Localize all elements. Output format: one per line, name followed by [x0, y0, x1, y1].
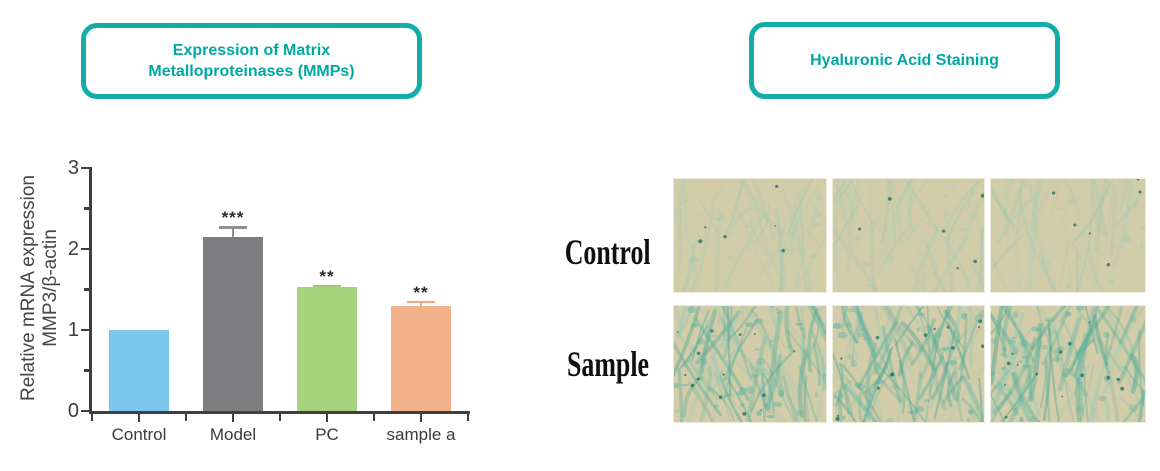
x-minor-tick: [278, 413, 282, 421]
error-bar-cap: [313, 284, 341, 288]
x-major-tick: [325, 413, 329, 422]
y-major-tick: [81, 166, 89, 170]
significance-stars: **: [319, 266, 335, 286]
y-tick-label: 2: [67, 238, 79, 260]
y-axis-label-line1: Relative mRNA expression: [18, 175, 39, 401]
x-category-label: Control: [111, 425, 167, 444]
staining-title: Hyaluronic Acid Staining: [810, 52, 999, 69]
x-minor-tick: [372, 413, 376, 421]
y-minor-tick: [84, 288, 89, 291]
x-major-tick: [419, 413, 423, 422]
significance-stars: **: [413, 282, 429, 302]
x-axis-line: [90, 411, 470, 414]
staining-grid: [673, 178, 1146, 423]
bar-control: [109, 330, 169, 411]
x-category-label: Model: [209, 425, 257, 444]
x-minor-tick: [466, 413, 470, 421]
x-minor-tick: [184, 413, 188, 421]
mmp-title-line1: Expression of Matrix: [172, 42, 331, 59]
mmp-title-box: Expression of Matrix Metalloproteinases …: [81, 23, 422, 99]
micrograph-sample-1: [673, 305, 827, 423]
x-category-label: PC: [315, 425, 339, 444]
significance-stars: ***: [221, 208, 245, 228]
error-bar-cap: [407, 300, 435, 304]
row-label-sample: Sample: [566, 344, 650, 384]
error-bar-whisker: [231, 226, 235, 238]
bar-sample-a: [391, 305, 451, 411]
y-tick-label: 3: [67, 157, 79, 179]
y-major-tick: [81, 328, 89, 332]
x-major-tick: [231, 413, 235, 422]
y-tick-label: 0: [67, 400, 79, 422]
mmp-title: Expression of Matrix Metalloproteinases …: [148, 40, 354, 82]
mmp-title-line2: Metalloproteinases (MMPs): [148, 63, 355, 80]
x-major-tick: [137, 413, 141, 422]
micrograph-sample-2: [832, 305, 985, 423]
micrograph-control-3: [990, 178, 1146, 293]
bar-model: [203, 236, 263, 411]
mmp-bar-chart: Relative mRNA expression MMP3/β-actin 0 1…: [0, 140, 500, 471]
staining-title-box: Hyaluronic Acid Staining: [749, 22, 1060, 99]
error-bar-whisker: [419, 300, 423, 307]
y-tick-label: 1: [67, 319, 79, 341]
micrograph-control-2: [832, 178, 985, 293]
row-label-control: Control: [565, 232, 651, 272]
y-major-tick: [81, 247, 89, 251]
x-minor-tick: [90, 413, 94, 421]
y-minor-tick: [84, 369, 89, 372]
y-axis-label: Relative mRNA expression MMP3/β-actin: [18, 138, 62, 438]
micrograph-control-1: [673, 178, 827, 293]
micrograph-sample-3: [990, 305, 1146, 423]
error-bar-cap: [219, 226, 247, 229]
bar-pc: [297, 287, 357, 411]
y-axis-line: [89, 167, 92, 414]
x-category-label: sample a: [386, 425, 456, 444]
y-minor-tick: [84, 207, 89, 210]
y-major-tick: [81, 409, 89, 413]
